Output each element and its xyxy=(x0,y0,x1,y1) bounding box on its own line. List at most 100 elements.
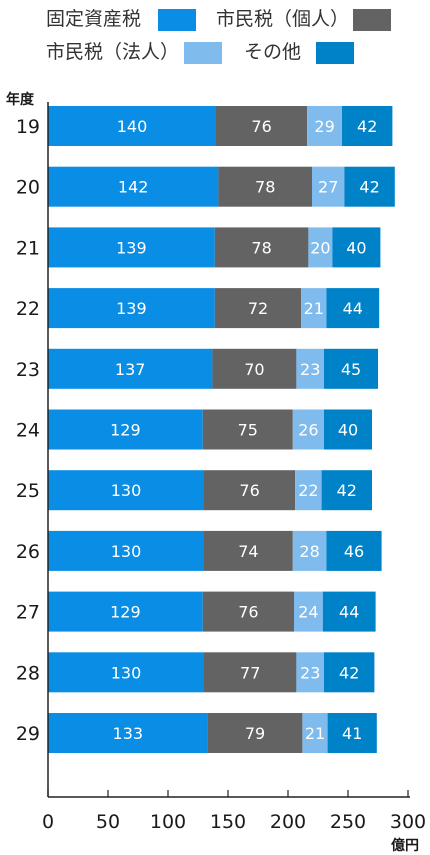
y-tick-label-21: 21 xyxy=(16,237,40,259)
legend: 固定資産税 市民税（個人） 市民税（法人） その他 xyxy=(46,8,391,64)
data-label-21-3: 40 xyxy=(346,238,366,257)
x-tick-label-300: 300 xyxy=(390,811,426,833)
y-tick-label-25: 25 xyxy=(16,480,40,502)
bar-segment-27-1 xyxy=(202,591,294,632)
x-tick-label-0: 0 xyxy=(42,811,54,833)
data-label-25-0: 130 xyxy=(111,481,142,500)
legend-swatch-other xyxy=(316,42,354,64)
data-label-27-3: 44 xyxy=(339,603,359,622)
bar-segment-29-3 xyxy=(327,713,377,753)
bar-segment-29-2 xyxy=(302,713,328,753)
bar-segment-26-0 xyxy=(48,530,204,571)
data-label-28-0: 130 xyxy=(111,663,142,682)
legend-swatch-city-tax-corporate xyxy=(184,42,222,64)
data-label-19-0: 140 xyxy=(117,117,148,136)
data-label-25-2: 22 xyxy=(298,481,318,500)
bar-segment-22-1 xyxy=(214,288,302,329)
bar-segment-27-3 xyxy=(322,591,376,632)
data-label-29-2: 21 xyxy=(305,724,325,743)
bar-segment-28-0 xyxy=(48,652,204,693)
data-label-22-1: 72 xyxy=(248,299,268,318)
bar-segment-21-0 xyxy=(48,227,215,268)
bar-segment-20-0 xyxy=(48,166,219,207)
data-label-22-3: 44 xyxy=(343,299,363,318)
bar-segment-23-3 xyxy=(324,348,378,389)
bar-segment-23-1 xyxy=(212,348,297,389)
bar-segment-25-1 xyxy=(204,470,296,511)
data-label-24-0: 129 xyxy=(110,421,141,440)
data-label-24-1: 75 xyxy=(238,421,258,440)
data-label-28-2: 23 xyxy=(300,663,320,682)
data-label-29-0: 133 xyxy=(113,724,144,743)
data-label-24-3: 40 xyxy=(338,421,358,440)
bar-segment-22-2 xyxy=(301,288,327,329)
data-label-26-3: 46 xyxy=(344,542,364,561)
data-label-25-3: 42 xyxy=(337,481,357,500)
x-axis-unit-label: 億円 xyxy=(391,837,419,854)
bar-segment-19-0 xyxy=(48,106,216,146)
data-label-26-2: 28 xyxy=(299,542,319,561)
data-label-29-3: 41 xyxy=(342,724,362,743)
bar-segment-28-3 xyxy=(324,652,375,693)
y-tick-label-28: 28 xyxy=(16,662,40,684)
data-label-20-1: 78 xyxy=(255,178,275,197)
bar-segment-25-0 xyxy=(48,470,204,511)
bar-segment-23-2 xyxy=(296,348,324,389)
data-label-21-1: 78 xyxy=(251,238,271,257)
x-tick-label-50: 50 xyxy=(96,811,120,833)
bar-segment-26-3 xyxy=(326,530,382,571)
data-label-27-2: 24 xyxy=(298,603,318,622)
data-label-20-3: 42 xyxy=(359,178,379,197)
bar-segment-19-3 xyxy=(342,106,393,146)
bar-segment-22-3 xyxy=(326,288,380,329)
data-label-23-1: 70 xyxy=(244,360,264,379)
bar-segment-20-1 xyxy=(218,166,312,207)
legend-label-other: その他 xyxy=(244,41,301,63)
bar-segment-28-2 xyxy=(296,652,324,693)
x-tick-label-100: 100 xyxy=(150,811,186,833)
bar-segment-21-3 xyxy=(332,227,381,268)
bar-segment-20-2 xyxy=(312,166,345,207)
data-label-20-2: 27 xyxy=(318,178,338,197)
data-label-28-3: 42 xyxy=(339,663,359,682)
y-axis-label: 年度 xyxy=(6,91,35,108)
y-tick-label-19: 19 xyxy=(16,116,40,138)
bars-layer: 140 76 29 42 142 78 27 42 139 78 20 40 139 72 21 44 137 7… xyxy=(48,106,395,753)
x-tick-label-150: 150 xyxy=(210,811,246,833)
bar-segment-27-2 xyxy=(294,591,323,632)
bar-segment-21-2 xyxy=(308,227,333,268)
bar-segment-23-0 xyxy=(48,348,213,389)
bar-segment-20-3 xyxy=(344,166,395,207)
y-tick-label-20: 20 xyxy=(16,177,40,199)
legend-swatch-city-tax-individual xyxy=(353,9,391,31)
data-label-19-1: 76 xyxy=(251,117,271,136)
bar-segment-24-0 xyxy=(48,409,203,450)
data-label-27-1: 76 xyxy=(238,603,258,622)
x-tick-label-200: 200 xyxy=(270,811,306,833)
x-tick-label-250: 250 xyxy=(330,811,366,833)
bar-segment-27-0 xyxy=(48,591,203,632)
legend-label-city-tax-corporate: 市民税（法人） xyxy=(46,41,179,63)
data-label-19-3: 42 xyxy=(357,117,377,136)
bar-segment-19-1 xyxy=(216,106,308,146)
data-label-25-1: 76 xyxy=(239,481,259,500)
bar-segment-28-1 xyxy=(204,652,297,693)
y-tick-labels: 19 20 21 22 23 24 25 26 27 28 29 xyxy=(16,116,40,745)
legend-swatch-fixed-asset-tax xyxy=(158,9,196,31)
data-label-24-2: 26 xyxy=(298,421,318,440)
bar-segment-24-2 xyxy=(292,409,324,450)
bar-segment-29-1 xyxy=(207,713,303,753)
data-label-22-2: 21 xyxy=(304,299,324,318)
bar-segment-24-3 xyxy=(324,409,372,450)
bar-segment-26-2 xyxy=(292,530,327,571)
x-axis: 0 50 100 150 200 250 300 xyxy=(42,102,426,833)
bar-segment-24-1 xyxy=(202,409,293,450)
y-tick-label-22: 22 xyxy=(16,298,40,320)
data-label-26-1: 74 xyxy=(238,542,258,561)
bar-segment-26-1 xyxy=(204,530,293,571)
data-label-23-0: 137 xyxy=(115,360,146,379)
data-label-20-0: 142 xyxy=(118,178,149,197)
bar-segment-21-1 xyxy=(214,227,309,268)
y-tick-label-29: 29 xyxy=(16,723,40,745)
